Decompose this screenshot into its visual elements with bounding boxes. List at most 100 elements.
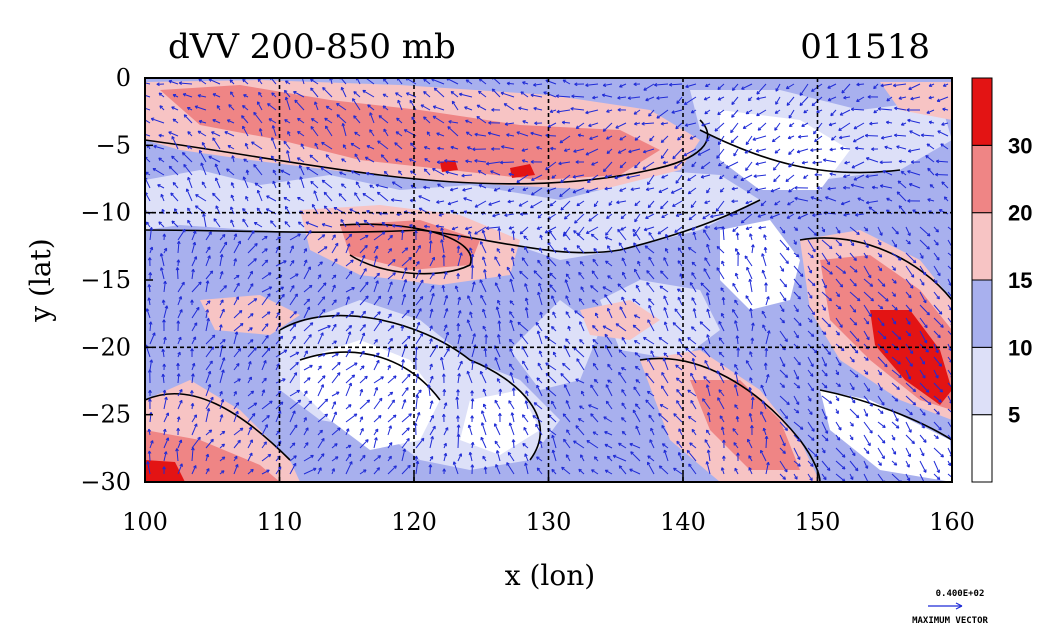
wind-vector <box>537 362 543 371</box>
wind-vector-head <box>149 226 154 231</box>
wind-vector-head <box>351 287 355 291</box>
wind-vector-head <box>483 269 487 273</box>
wind-vector-head <box>811 437 815 441</box>
wind-vector <box>387 295 392 306</box>
wind-vector <box>919 330 928 344</box>
wind-vector <box>736 232 739 241</box>
wind-vector-head <box>249 283 254 287</box>
wind-vector-head <box>840 146 844 151</box>
wind-vector <box>735 272 739 280</box>
wind-vector <box>145 133 151 137</box>
wind-vector-head <box>645 215 649 219</box>
wind-vector <box>247 258 257 267</box>
wind-vector-head <box>705 461 710 465</box>
wind-vector <box>261 286 273 293</box>
wind-vector <box>543 91 557 98</box>
plot-area <box>145 78 952 482</box>
wind-vector <box>525 400 529 410</box>
wind-vector-head <box>619 164 624 169</box>
wind-vector-head <box>593 248 597 252</box>
wind-vector-head <box>854 350 859 354</box>
wind-vector <box>311 204 319 215</box>
wind-vector <box>463 197 473 202</box>
wind-vector-head <box>939 389 944 393</box>
wind-vector <box>671 109 683 114</box>
wind-vector-head <box>413 422 418 426</box>
wind-vector-head <box>926 311 930 316</box>
wind-vector <box>919 395 932 405</box>
wind-vector <box>663 257 669 267</box>
wind-vector <box>700 161 711 169</box>
wind-vector-head <box>744 150 748 154</box>
wind-vector-head <box>270 155 275 159</box>
wind-vector-head <box>751 244 755 248</box>
wind-vector-head <box>320 453 325 457</box>
wind-vector-head <box>416 321 421 326</box>
wind-vector-head <box>576 358 580 362</box>
wind-vector <box>807 382 814 392</box>
wind-vector-head <box>171 106 175 110</box>
wind-vector-head <box>418 308 422 312</box>
wind-vector-head <box>689 136 694 140</box>
wind-vector-head <box>492 213 496 218</box>
wind-vector-head <box>591 270 596 274</box>
wind-vector <box>163 305 168 319</box>
wind-vector <box>634 135 641 141</box>
wind-vector <box>433 87 445 98</box>
wind-vector <box>933 343 939 353</box>
wind-vector-head <box>692 231 697 236</box>
wind-vector <box>744 148 753 154</box>
wind-vector <box>677 247 683 254</box>
wind-vector-head <box>732 308 736 313</box>
wind-vector <box>415 395 418 410</box>
wind-vector <box>676 400 683 410</box>
wind-vector <box>891 460 898 466</box>
wind-vector <box>443 308 448 319</box>
wind-vector <box>242 78 249 85</box>
wind-vector-head <box>241 115 245 119</box>
wind-vector-head <box>409 99 413 104</box>
wind-vector-head <box>606 455 611 460</box>
wind-vector-head <box>796 149 801 154</box>
wind-vector-head <box>253 111 257 116</box>
wind-vector-head <box>783 283 788 288</box>
wind-vector-head <box>417 269 422 273</box>
wind-vector-head <box>646 390 651 395</box>
wind-vector-head <box>643 87 647 91</box>
wind-vector-head <box>479 241 484 245</box>
wind-vector <box>877 408 884 414</box>
wind-vector <box>480 371 487 384</box>
wind-vector <box>786 83 795 90</box>
wind-vector <box>619 187 627 192</box>
wind-vector-head <box>690 399 694 404</box>
wind-vector-head <box>212 192 216 197</box>
wind-vector <box>891 226 899 235</box>
wind-vector <box>585 148 599 156</box>
wind-vector-head <box>408 158 413 162</box>
wind-vector-head <box>470 360 475 364</box>
wind-vector <box>191 414 197 423</box>
wind-vector-head <box>233 233 238 237</box>
contour-line <box>145 119 709 185</box>
wind-vector <box>649 135 655 142</box>
wind-vector-head <box>895 425 900 429</box>
wind-vector <box>835 473 846 482</box>
wind-vector <box>560 373 571 384</box>
wind-vector <box>201 142 207 150</box>
wind-vector <box>660 135 669 143</box>
wind-vector-head <box>522 81 526 85</box>
wind-vector-head <box>237 348 242 352</box>
wind-vector <box>179 82 193 85</box>
wind-vector <box>465 160 473 163</box>
wind-vector <box>757 213 767 218</box>
wind-vector <box>247 298 258 306</box>
wind-vector <box>401 387 409 397</box>
wind-vector <box>519 333 529 345</box>
wind-vector-head <box>284 96 289 101</box>
wind-vector-head <box>604 333 609 338</box>
wind-vector-head <box>744 255 749 259</box>
wind-vector <box>849 460 859 472</box>
wind-vector-head <box>253 258 257 262</box>
wind-vector-head <box>334 258 338 262</box>
wind-vector <box>450 91 459 98</box>
